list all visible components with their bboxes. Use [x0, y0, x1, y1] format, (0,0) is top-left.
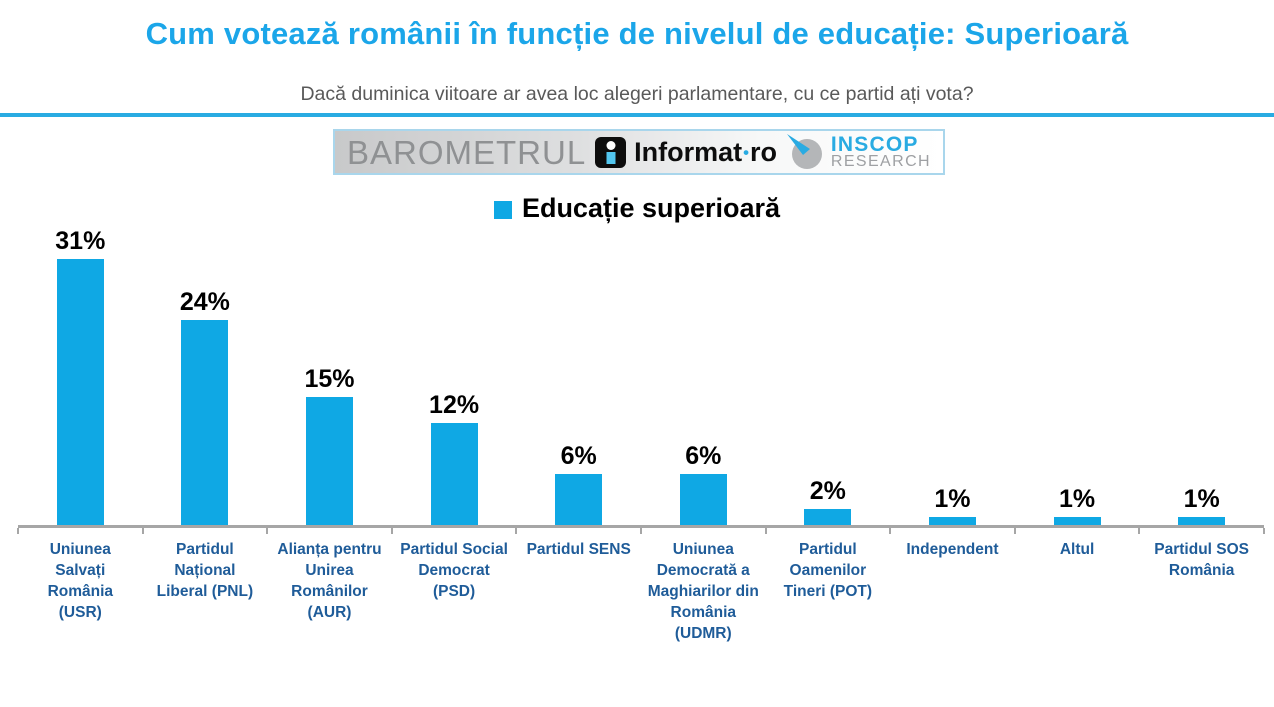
- bar-value-label: 12%: [429, 390, 480, 419]
- brand-bar: BAROMETRUL Informat•ro INSCOP RESEARCH: [333, 129, 945, 175]
- bar: [555, 474, 603, 526]
- inscop-logo: INSCOP RESEARCH: [786, 133, 931, 171]
- bar-slot: 12%: [392, 225, 517, 526]
- informat-i-stem: [606, 151, 616, 164]
- bar: [679, 474, 727, 526]
- informat-i-dot: [606, 140, 616, 150]
- bar-value-label: 6%: [560, 442, 597, 471]
- axis-tick: [764, 528, 767, 534]
- informat-dot-separator: •: [743, 143, 749, 162]
- bar: [56, 259, 104, 526]
- bar-value-label: 15%: [304, 365, 355, 393]
- axis-tick: [515, 528, 518, 534]
- bar-slot: 1%: [1015, 225, 1140, 526]
- blue-divider: [0, 113, 1274, 117]
- inscop-logo-text: INSCOP RESEARCH: [830, 132, 931, 170]
- informat-i-icon: [595, 136, 627, 168]
- axis-tick: [390, 528, 393, 534]
- bar-value-label: 2%: [809, 476, 846, 505]
- bar-value-label: 1%: [934, 485, 971, 514]
- axis-tick: [889, 528, 892, 534]
- legend-label: Educație superioară: [521, 193, 781, 223]
- bar-slot: 2%: [766, 225, 891, 526]
- category-label: Altul: [1059, 541, 1095, 558]
- page-subtitle: Dacă duminica viitoare ar avea loc alege…: [300, 83, 974, 105]
- category-label: Partidul Social Democrat (PSD): [400, 541, 508, 600]
- bar: [181, 319, 229, 526]
- axis-tick: [1138, 528, 1141, 534]
- chart-legend: Educație superioară: [0, 193, 1274, 224]
- informat-logo: Informat•ro: [595, 136, 777, 168]
- bar-slot: 6%: [516, 225, 641, 526]
- bar: [430, 422, 478, 526]
- bar: [1178, 517, 1226, 526]
- inscop-name: INSCOP: [830, 132, 919, 156]
- x-axis-labels: Uniunea Salvați România (USR) Partidul Na…: [18, 539, 1264, 644]
- bar-slot: 1%: [1139, 225, 1264, 526]
- legend-color-swatch: [493, 201, 512, 219]
- category-label: Independent: [906, 541, 999, 558]
- category-label: Partidul Național Liberal (PNL): [156, 541, 254, 600]
- informat-logo-text: Informat•ro: [634, 136, 777, 167]
- axis-tick: [640, 528, 642, 534]
- category-label: Uniunea Salvați România (USR): [47, 541, 114, 621]
- bar: [804, 508, 852, 526]
- axis-tick: [1263, 528, 1265, 534]
- bar-slot: 24%: [143, 225, 268, 526]
- inscop-research: RESEARCH: [830, 152, 931, 170]
- bar-value-label: 1%: [1058, 485, 1096, 514]
- axis-tick: [266, 528, 269, 534]
- category-label: Alianța pentru Unirea Românilor (AUR): [277, 541, 382, 621]
- bar: [305, 397, 353, 526]
- axis-tick: [17, 528, 19, 534]
- bar-value-label: 1%: [1183, 485, 1220, 514]
- axis-tick: [141, 528, 144, 534]
- barometrul-logo-text: BAROMETRUL: [347, 133, 587, 171]
- bar-slot: 31%: [18, 225, 143, 526]
- bar-plot-area: 31% 24% 15% 12% 6% 6% 2% 1% 1% 1%: [18, 225, 1264, 526]
- inscop-compass-icon: [786, 134, 822, 169]
- category-label: Partidul SOS România: [1154, 541, 1250, 579]
- bar-slot: 15%: [267, 225, 392, 526]
- bar-value-label: 6%: [685, 442, 722, 471]
- bar: [928, 517, 976, 526]
- category-label: Partidul Oamenilor Tineri (POT): [783, 541, 873, 600]
- bar-value-label: 31%: [55, 227, 106, 256]
- bar-value-label: 24%: [179, 287, 230, 316]
- bar-slot: 6%: [641, 225, 766, 526]
- x-axis-line: [18, 525, 1264, 528]
- axis-tick: [1013, 528, 1016, 534]
- page-title: Cum votează românii în funcție de nivelu…: [145, 16, 1129, 51]
- bar-slot: 1%: [890, 225, 1015, 526]
- category-label: Partidul SENS: [526, 541, 631, 558]
- category-label: Uniunea Democrată a Maghiarilor din Româ…: [647, 541, 759, 642]
- bar: [1053, 517, 1101, 526]
